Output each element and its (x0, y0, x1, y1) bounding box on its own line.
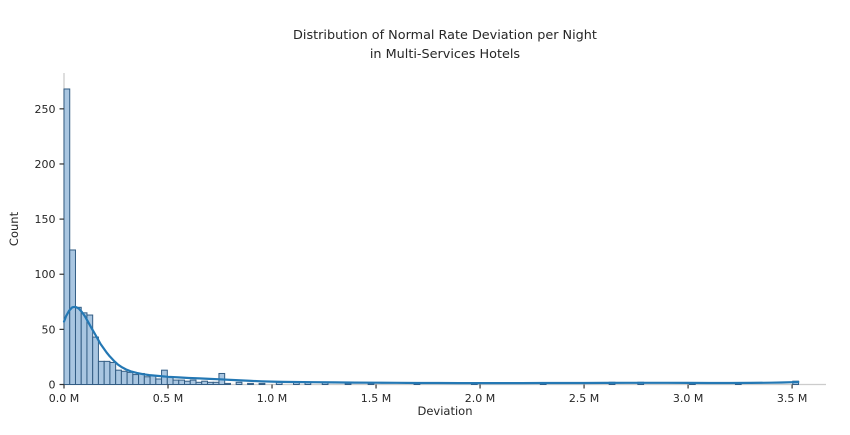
histogram-bar (63, 88, 71, 385)
histogram-bar (201, 380, 208, 386)
chart-title-line2: in Multi-Services Hotels (369, 47, 521, 62)
y-tick-label: 50 (42, 323, 56, 336)
y-tick-label: 200 (35, 158, 56, 171)
histogram-bar (206, 381, 214, 385)
histogram-bar (247, 382, 254, 385)
x-tick-label: 1.0 M (257, 392, 287, 405)
histogram-bar (103, 360, 111, 385)
histogram-bar (143, 376, 151, 385)
x-tick-label: 3.0 M (673, 392, 703, 405)
histogram-bar (74, 306, 82, 385)
histogram-bar (132, 374, 140, 386)
histogram-bar (189, 379, 197, 386)
histogram-bar (224, 382, 231, 385)
histogram-bar (149, 375, 157, 386)
histogram-bar (172, 379, 180, 386)
histogram-bar (109, 361, 117, 385)
x-axis-label: Deviation (417, 404, 473, 418)
histogram-bar (92, 336, 99, 386)
histogram-bar (97, 360, 105, 385)
histogram-bar (115, 369, 122, 386)
histogram-bar (258, 382, 266, 385)
y-tick-label: 250 (35, 103, 56, 116)
x-tick-label: 3.5 M (777, 392, 807, 405)
chart-title: Distribution of Normal Rate Deviation pe… (64, 26, 826, 64)
kde-curve (62, 305, 800, 385)
histogram-bar (212, 381, 220, 385)
y-tick-label: 100 (35, 268, 56, 281)
x-tick-label: 2.0 M (465, 392, 495, 405)
x-tick-label: 0.0 M (49, 392, 79, 405)
histogram-bar (69, 249, 76, 385)
histogram-bar (184, 380, 191, 386)
y-tick-label: 150 (35, 213, 56, 226)
y-tick-label: 0 (49, 379, 56, 392)
histogram-bar (155, 378, 163, 385)
x-tick-label: 0.5 M (153, 392, 183, 405)
chart-title-line1: Distribution of Normal Rate Deviation pe… (293, 28, 597, 43)
histogram-bar (195, 381, 203, 385)
x-tick-label: 2.5 M (569, 392, 599, 405)
histogram-bar (120, 370, 128, 385)
x-tick-label: 1.5 M (361, 392, 391, 405)
histogram-bar (80, 312, 88, 385)
histogram-bar (235, 381, 243, 385)
histogram-bar (178, 379, 186, 386)
histogram-bar (126, 371, 134, 385)
